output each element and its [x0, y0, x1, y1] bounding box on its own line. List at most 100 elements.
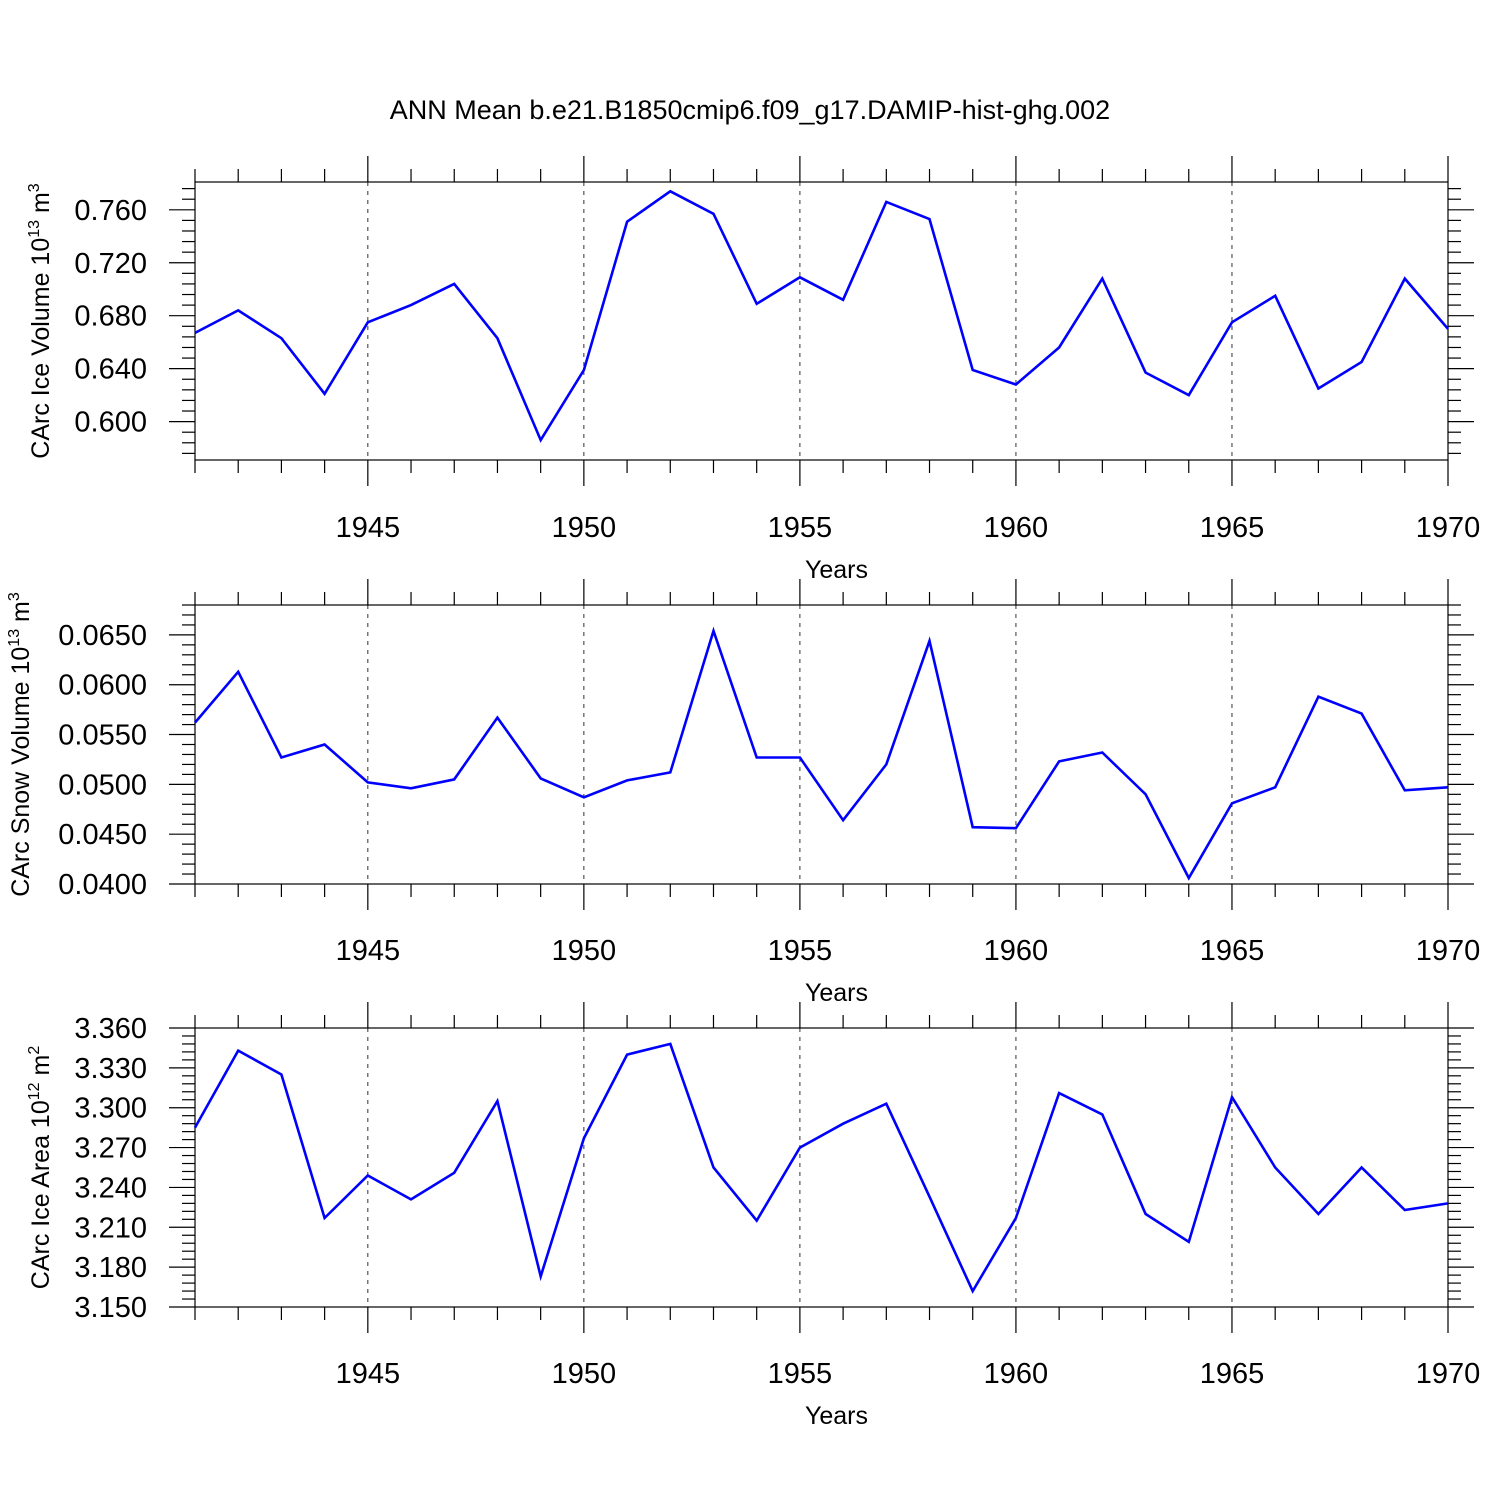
data-point [668, 1042, 672, 1046]
y-axis-title-superscript: 2 [26, 1046, 43, 1055]
y-axis-title-text: CArc Ice Volume 10 [27, 238, 55, 459]
data-point [539, 1274, 543, 1278]
data-point [1057, 345, 1061, 349]
data-point [582, 1136, 586, 1140]
chart-title: ANN Mean b.e21.B1850cmip6.f09_g17.DAMIP-… [390, 95, 1110, 125]
data-point [1273, 785, 1277, 789]
data-point [1057, 759, 1061, 763]
data-point [711, 212, 715, 216]
data-point [323, 392, 327, 396]
y-axis-title-superscript: 12 [26, 1082, 43, 1100]
data-point [1230, 1095, 1234, 1099]
data-point [841, 818, 845, 822]
data-point [1014, 1216, 1018, 1220]
data-point [323, 743, 327, 747]
series-line [193, 1042, 1449, 1294]
x-tick-label: 1965 [1200, 935, 1265, 967]
plot-frame [194, 604, 1449, 885]
data-point [711, 1166, 715, 1170]
y-tick-label: 3.300 [74, 1093, 147, 1125]
data-point [193, 1126, 197, 1130]
data-point [582, 795, 586, 799]
data-point [1144, 792, 1148, 796]
x-tick-label: 1945 [336, 512, 401, 544]
series-line [194, 189, 1449, 443]
y-tick-label: 0.0600 [58, 670, 147, 702]
data-point [1100, 1112, 1104, 1116]
data-point [625, 778, 629, 782]
data-point [1144, 371, 1148, 375]
x-tick-label: 1955 [768, 935, 833, 967]
data-point [971, 368, 975, 372]
data-point [971, 1289, 975, 1293]
x-tick-label: 1960 [984, 1358, 1049, 1390]
data-point [452, 1171, 456, 1175]
data-point [1273, 294, 1277, 298]
data-point [452, 777, 456, 781]
data-point [193, 331, 197, 335]
series-line [194, 626, 1449, 881]
data-point [1316, 1212, 1320, 1216]
y-axis-title-superscript: 13 [6, 629, 23, 647]
plot-frame [194, 181, 1449, 461]
data-point [409, 786, 413, 790]
y-axis-title: CArc Snow Volume 1013 m3 [6, 592, 35, 897]
x-tick-label: 1950 [552, 935, 617, 967]
data-point [279, 336, 283, 340]
data-point [1446, 785, 1450, 789]
y-axis-title-superscript: 3 [26, 183, 43, 192]
data-point [582, 368, 586, 372]
y-axis-title-text: m [27, 192, 55, 220]
data-point [668, 770, 672, 774]
data-point [409, 1197, 413, 1201]
data-point [884, 762, 888, 766]
panel-3: 1945 1950 1955 1960 1965 1970 Years 3.150 3.180 3… [26, 1002, 1481, 1430]
data-point [236, 308, 240, 312]
data-point [1187, 393, 1191, 397]
data-point [755, 1219, 759, 1223]
data-point [452, 282, 456, 286]
data-point [755, 755, 759, 759]
data-point [279, 755, 283, 759]
y-tick-label: 0.640 [74, 354, 147, 386]
data-point [884, 200, 888, 204]
x-tick-label: 1970 [1416, 935, 1481, 967]
y-tick-label: 0.680 [74, 301, 147, 333]
x-tick-label: 1955 [768, 512, 833, 544]
data-point [1403, 1208, 1407, 1212]
x-tick-label: 1965 [1200, 512, 1265, 544]
data-point [236, 670, 240, 674]
data-point [1403, 788, 1407, 792]
data-point [366, 780, 370, 784]
x-tick-label: 1945 [336, 1358, 401, 1390]
data-point [755, 302, 759, 306]
x-tick-label: 1970 [1416, 1358, 1481, 1390]
y-tick-label: 3.150 [74, 1292, 147, 1324]
panel-2: 1945 1950 1955 1960 1965 1970 Years 0.0400 0.045… [6, 579, 1481, 1007]
y-axis-title-text: m [27, 1055, 55, 1083]
data-point [366, 1173, 370, 1177]
data-point [1144, 1212, 1148, 1216]
data-point [495, 336, 499, 340]
y-tick-label: 0.760 [74, 195, 147, 227]
y-tick-label: 3.270 [74, 1133, 147, 1165]
y-axis-title-superscript: 13 [26, 220, 43, 238]
data-point [279, 1073, 283, 1077]
data-point [928, 1195, 932, 1199]
data-point [841, 298, 845, 302]
y-tick-label: 0.600 [74, 407, 147, 439]
data-point [625, 1053, 629, 1057]
x-tick-label: 1960 [984, 512, 1049, 544]
data-point [1316, 695, 1320, 699]
data-point [1446, 327, 1450, 331]
data-point [841, 1122, 845, 1126]
data-point [1014, 826, 1018, 830]
y-tick-label: 0.720 [74, 248, 147, 280]
data-point [1446, 1201, 1450, 1205]
data-point [193, 721, 197, 725]
data-point [1230, 320, 1234, 324]
y-axis-title-text: m [7, 601, 35, 629]
y-tick-label: 0.0450 [58, 819, 147, 851]
data-point [711, 629, 715, 633]
